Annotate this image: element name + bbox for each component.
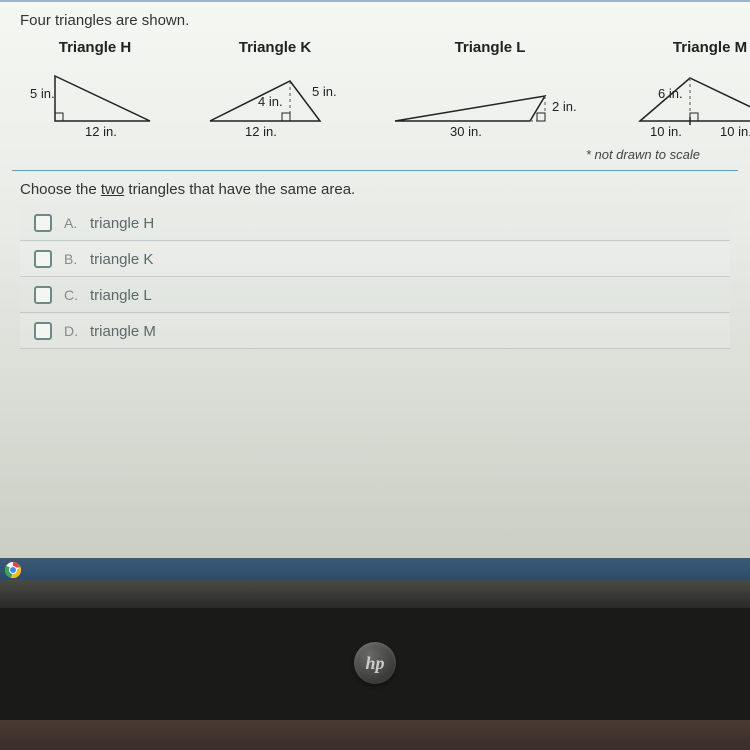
option-b-checkbox[interactable] — [34, 250, 52, 268]
option-a-row[interactable]: A. triangle H — [20, 206, 730, 241]
option-a-letter: A. — [64, 215, 80, 231]
triangle-k-title: Triangle K — [200, 39, 350, 56]
triangle-h-base: 12 in. — [85, 124, 117, 139]
triangle-l-base: 30 in. — [450, 124, 482, 139]
desk-surface — [0, 720, 750, 750]
option-c-letter: C. — [64, 287, 80, 303]
instruction-text: Choose the two triangles that have the s… — [0, 171, 750, 206]
triangle-k-block: Triangle K 4 in. 5 in. 12 in. — [200, 39, 350, 141]
hp-logo: hp — [354, 642, 396, 684]
problem-statement: Four triangles are shown. — [0, 2, 750, 35]
triangle-h-title: Triangle H — [30, 39, 160, 56]
options-list: A. triangle H B. triangle K C. triangle … — [0, 206, 750, 349]
triangle-m-height: 6 in. — [658, 86, 683, 101]
triangle-m-title: Triangle M — [630, 39, 750, 56]
triangle-h-height: 5 in. — [30, 86, 55, 101]
screen-area: Four triangles are shown. Triangle H 5 i… — [0, 0, 750, 580]
triangle-m-base2: 10 in. — [720, 124, 750, 139]
instruction-underline: two — [101, 181, 124, 198]
option-c-text: triangle L — [90, 287, 152, 304]
triangle-l-block: Triangle L 2 in. 30 in. — [390, 39, 590, 141]
triangle-l-title: Triangle L — [390, 39, 590, 56]
triangle-l-height: 2 in. — [552, 99, 577, 114]
option-d-letter: D. — [64, 323, 80, 339]
option-a-text: triangle H — [90, 215, 154, 232]
triangle-k-height: 4 in. — [258, 94, 283, 109]
triangle-k-base: 12 in. — [245, 124, 277, 139]
option-b-row[interactable]: B. triangle K — [20, 242, 730, 277]
scale-note: * not drawn to scale — [0, 145, 750, 168]
triangle-l-diagram: 2 in. 30 in. — [390, 66, 590, 141]
option-d-text: triangle M — [90, 323, 156, 340]
triangle-m-block: Triangle M 6 in. 10 in. 10 in. — [630, 39, 750, 141]
triangle-h-block: Triangle H 5 in. 12 in. — [30, 39, 160, 141]
instruction-pre: Choose the — [20, 181, 101, 198]
triangle-m-base1: 10 in. — [650, 124, 682, 139]
instruction-post: triangles that have the same area. — [124, 181, 355, 198]
option-c-checkbox[interactable] — [34, 286, 52, 304]
option-b-text: triangle K — [90, 251, 153, 268]
triangle-k-hyp: 5 in. — [312, 84, 337, 99]
option-d-checkbox[interactable] — [34, 322, 52, 340]
triangles-row: Triangle H 5 in. 12 in. Triangle K 4 in.… — [0, 35, 750, 145]
taskbar[interactable] — [0, 558, 750, 582]
option-a-checkbox[interactable] — [34, 214, 52, 232]
option-b-letter: B. — [64, 251, 80, 267]
option-c-row[interactable]: C. triangle L — [20, 278, 730, 313]
triangle-h-diagram: 5 in. 12 in. — [30, 66, 160, 141]
chrome-icon[interactable] — [4, 561, 22, 579]
triangle-k-diagram: 4 in. 5 in. 12 in. — [200, 66, 350, 141]
bezel-top-edge — [0, 580, 750, 608]
triangle-m-diagram: 6 in. 10 in. 10 in. — [630, 66, 750, 141]
option-d-row[interactable]: D. triangle M — [20, 314, 730, 349]
